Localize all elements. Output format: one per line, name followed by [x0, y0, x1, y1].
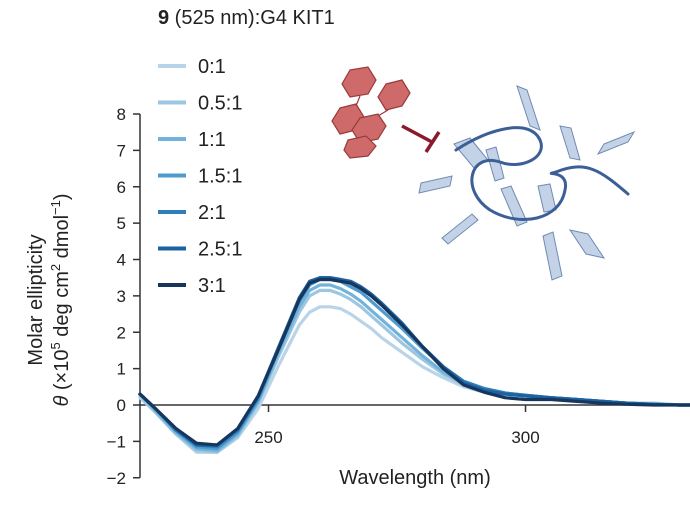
g4-strand: [454, 126, 630, 222]
legend-label: 2.5:1: [198, 239, 242, 261]
legend-label: 2:1: [198, 202, 226, 224]
series-line: [138, 288, 690, 454]
title-rest: (525 nm):G4 KIT1: [169, 7, 335, 29]
g4-blade: [537, 183, 557, 213]
x-tick-label: 300: [511, 428, 539, 447]
g4-blade: [596, 130, 636, 156]
y-tick-label: 1: [117, 360, 126, 379]
chart-title: 9 (525 nm):G4 KIT1: [158, 7, 335, 29]
x-axis-label: Wavelength (nm): [339, 467, 491, 489]
y-tick-label: 3: [117, 287, 126, 306]
legend: 0:1 0.5:1 1:1 1.5:1 2:1 2.5:1 3:1: [158, 56, 242, 297]
legend-label: 1:1: [198, 129, 226, 151]
g4-blade: [500, 185, 528, 227]
ticks: 8 7 6 5 4 3 2 1 0 −1 −2 250 300: [107, 105, 540, 488]
legend-label: 1.5:1: [198, 166, 242, 188]
legend-label: 0.5:1: [198, 93, 242, 115]
g4-blade: [441, 213, 479, 245]
y-tick-label: 7: [117, 141, 126, 160]
inhibition-arrow-icon: [401, 124, 441, 153]
legend-label: 3:1: [198, 275, 226, 297]
ligand-hexagons-icon: [331, 66, 411, 159]
y-label-line1: Molar ellipticity: [25, 234, 47, 365]
y-tick-label: −1: [107, 432, 126, 451]
series-line: [138, 277, 690, 451]
series-line: [138, 277, 690, 447]
x-tick-label: 250: [254, 428, 282, 447]
series-line: [138, 283, 690, 453]
g-quadruplex-dna-icon: [418, 85, 636, 281]
g4-blade: [568, 229, 606, 259]
g4-blade: [485, 146, 505, 182]
y-tick-label: 4: [117, 251, 126, 270]
y-tick-label: 6: [117, 178, 126, 197]
g4-blade: [418, 175, 453, 194]
series-line: [138, 305, 690, 454]
y-axis-label: Molar ellipticity θ (×105 deg cm2 dmol−1…: [25, 193, 73, 406]
y-tick-label: 8: [117, 105, 126, 124]
y-tick-label: 2: [117, 323, 126, 342]
g4-blade: [559, 125, 581, 161]
compound-number: 9: [158, 7, 169, 29]
y-tick-label: 5: [117, 214, 126, 233]
y-label-line2: θ (×105 deg cm2 dmol−1): [48, 193, 73, 406]
g4-blade: [516, 85, 541, 131]
series-lines: [138, 276, 690, 454]
y-tick-label: −2: [107, 469, 126, 488]
g4-blade: [542, 231, 563, 281]
y-tick-label: 0: [117, 396, 126, 415]
legend-label: 0:1: [198, 56, 226, 78]
